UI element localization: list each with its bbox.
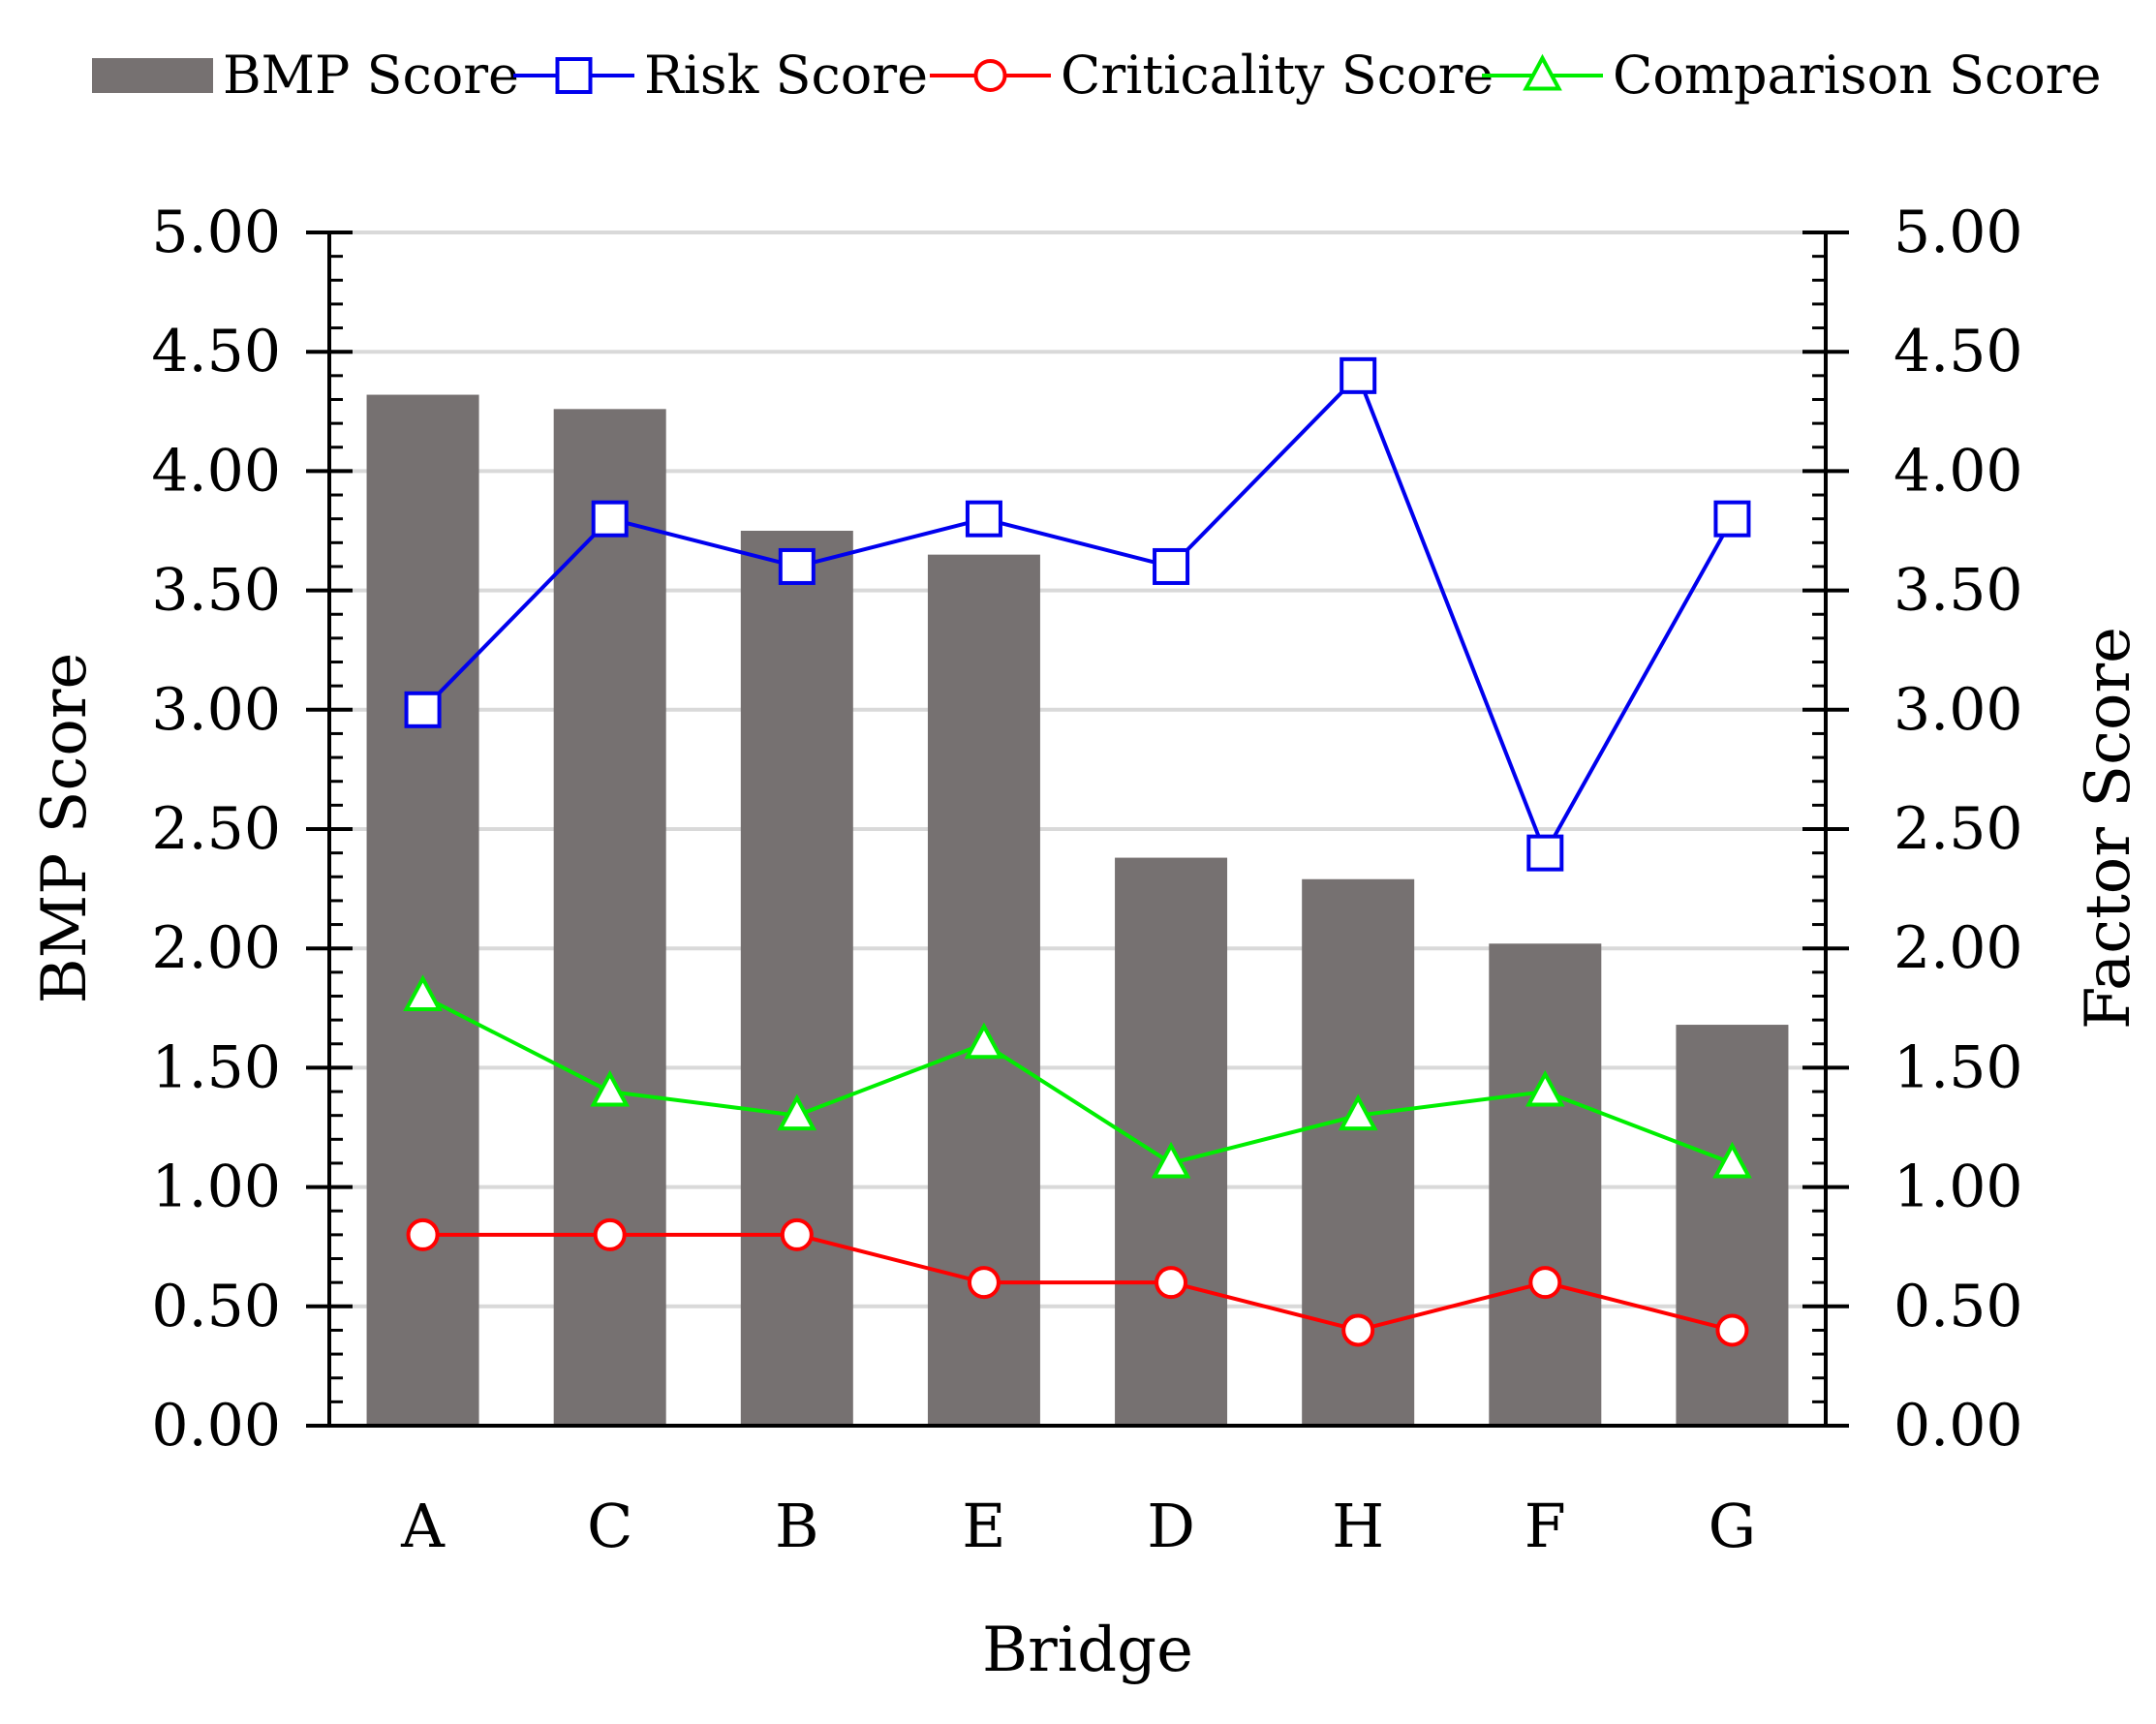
- comparison-score-point-C: [590, 1069, 631, 1107]
- x-axis-title: Bridge: [982, 1615, 1193, 1686]
- criticality-score-line: [422, 1232, 1733, 1333]
- x-tick-label: A: [400, 1491, 446, 1561]
- y-tick-label: 3.50: [151, 557, 281, 625]
- y-tick-label: 5.00: [151, 199, 281, 266]
- legend-swatch-bmp-score: [92, 58, 213, 93]
- y2-tick-label: 2.50: [1894, 795, 2023, 863]
- risk-score-point-B: [778, 547, 816, 585]
- risk-score-point-D: [1153, 547, 1190, 585]
- x-tick-label: E: [962, 1491, 1005, 1561]
- y-tick-label: 1.50: [151, 1033, 281, 1101]
- y-tick-label: 2.50: [151, 795, 281, 863]
- y2-tick-label: 1.50: [1894, 1033, 2023, 1101]
- comparison-score-point-B: [777, 1093, 817, 1131]
- comparison-score-point-F: [1525, 1069, 1565, 1107]
- y-tick-label: 1.00: [151, 1154, 281, 1221]
- legend-marker-comparison-score: [1523, 53, 1562, 91]
- risk-score-point-E: [965, 500, 1002, 538]
- risk-score-point-G: [1713, 500, 1751, 538]
- criticality-score-point-A: [406, 1217, 440, 1251]
- bar-series: [366, 394, 1789, 1427]
- bar-F: [1489, 943, 1602, 1426]
- comparison-score-point-G: [1712, 1141, 1752, 1179]
- risk-score-point-A: [404, 691, 442, 728]
- y-tick-label: 4.00: [151, 437, 281, 505]
- risk-score-point-F: [1526, 834, 1564, 872]
- line-series: [403, 356, 1752, 1347]
- comparison-score-line: [421, 994, 1734, 1166]
- y2-tick-label: 0.50: [1894, 1273, 2023, 1340]
- y2-tick-label: 5.00: [1894, 199, 2023, 266]
- y-tick-label: 4.50: [151, 318, 281, 385]
- comparison-score-point-H: [1338, 1093, 1378, 1131]
- legend-label-risk-score: Risk Score: [644, 45, 928, 106]
- legend-label-criticality-score: Criticality Score: [1061, 45, 1494, 106]
- criticality-score-point-F: [1528, 1266, 1562, 1300]
- y2-axis-title: Factor Score: [2073, 627, 2144, 1030]
- legend-label-bmp-score: BMP Score: [223, 45, 519, 106]
- axis-labels: BMP Score Factor Score Bridge: [29, 627, 2144, 1686]
- x-tick-label: B: [775, 1491, 819, 1561]
- bar-B: [740, 531, 853, 1426]
- y2-tick-label: 4.00: [1894, 437, 2023, 505]
- y-tick-label: 2.00: [151, 914, 281, 982]
- y2-tick-label: 3.00: [1894, 676, 2023, 744]
- risk-score-line: [421, 372, 1735, 858]
- bar-G: [1676, 1025, 1789, 1426]
- criticality-score-point-B: [780, 1217, 814, 1251]
- comparison-score-point-D: [1151, 1141, 1191, 1179]
- comparison-score-point-A: [403, 974, 443, 1011]
- criticality-score-point-H: [1341, 1313, 1375, 1347]
- legend-item-criticality-score: Criticality Score: [930, 45, 1494, 106]
- criticality-score-point-C: [593, 1217, 627, 1251]
- risk-score-point-C: [591, 500, 629, 538]
- criticality-score-point-D: [1155, 1266, 1188, 1300]
- y-tick-label: 0.00: [151, 1392, 281, 1460]
- y2-tick-label: 4.50: [1894, 318, 2023, 385]
- legend: BMP Score Risk Score Criticality Score Comp…: [92, 45, 2102, 106]
- legend-item-comparison-score: Comparison Score: [1482, 45, 2102, 106]
- y2-tick-label: 3.50: [1894, 557, 2023, 625]
- comparison-score-point-E: [964, 1022, 1004, 1060]
- risk-score-point-H: [1340, 356, 1377, 394]
- legend-label-comparison-score: Comparison Score: [1613, 45, 2102, 106]
- axes: 0.00 0.50 1.00 1.50 2.00 2.50 3.00 3.50 4.00 4.50…: [151, 199, 2022, 1561]
- x-tick-label: H: [1332, 1491, 1384, 1561]
- criticality-score-point-G: [1715, 1313, 1749, 1347]
- legend-item-bmp-score: BMP Score: [92, 45, 519, 106]
- y-axis-title: BMP Score: [29, 653, 101, 1004]
- y2-tick-label: 1.00: [1894, 1154, 2023, 1221]
- x-tick-label: F: [1525, 1491, 1566, 1561]
- legend-marker-criticality-score: [973, 59, 1007, 92]
- y2-tick-label: 0.00: [1894, 1392, 2023, 1460]
- bar-A: [366, 394, 479, 1426]
- x-tick-label: D: [1147, 1491, 1195, 1561]
- y-tick-label: 0.50: [151, 1273, 281, 1340]
- x-tick-label: C: [587, 1491, 632, 1561]
- criticality-score-point-E: [967, 1266, 1001, 1300]
- y-tick-label: 3.00: [151, 676, 281, 744]
- legend-marker-risk-score: [555, 57, 593, 94]
- bar-C: [553, 409, 666, 1427]
- y2-tick-label: 2.00: [1894, 914, 2023, 982]
- x-tick-label: G: [1709, 1491, 1757, 1561]
- legend-item-risk-score: Risk Score: [513, 45, 928, 106]
